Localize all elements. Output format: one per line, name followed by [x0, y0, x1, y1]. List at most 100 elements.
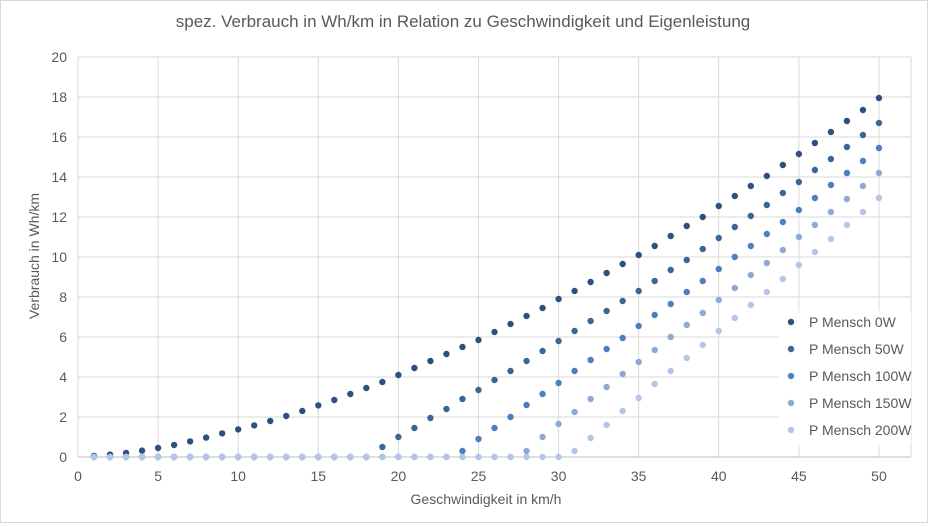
y-axis-title: Verbrauch in Wh/km — [26, 193, 42, 319]
series-2 — [90, 144, 883, 461]
data-point — [202, 434, 210, 441]
data-point — [667, 232, 674, 240]
legend-label: P Mensch 50W — [809, 341, 904, 357]
data-point — [843, 143, 851, 151]
data-point — [571, 367, 578, 375]
x-tick-label: 15 — [310, 468, 326, 484]
data-point — [619, 407, 626, 415]
data-point — [539, 390, 546, 398]
legend-marker — [787, 372, 795, 380]
data-point — [587, 395, 594, 403]
legend-item: P Mensch 200W — [787, 422, 912, 438]
data-point — [555, 420, 562, 428]
legend-item: P Mensch 50W — [787, 341, 904, 357]
y-tick-label: 2 — [59, 409, 67, 425]
data-point — [683, 222, 690, 230]
data-point — [491, 328, 498, 336]
y-tick-label: 20 — [51, 49, 67, 65]
data-point — [379, 453, 386, 461]
x-tick-label: 25 — [471, 468, 487, 484]
data-point — [843, 221, 851, 229]
data-point — [411, 424, 418, 432]
data-point — [619, 370, 626, 378]
x-tick-label: 45 — [791, 468, 807, 484]
data-point — [331, 453, 338, 461]
data-point — [811, 139, 819, 147]
data-point — [635, 358, 642, 366]
data-point — [315, 453, 322, 461]
x-tick-label: 0 — [74, 468, 82, 484]
data-point — [779, 246, 787, 254]
data-point — [507, 320, 514, 328]
data-point — [619, 260, 626, 268]
y-tick-label: 10 — [51, 249, 67, 265]
data-point — [395, 371, 402, 379]
data-point — [635, 394, 642, 402]
data-point — [170, 453, 178, 461]
data-point — [443, 453, 450, 461]
data-point — [683, 256, 690, 264]
data-point — [715, 327, 722, 335]
data-point — [795, 233, 803, 241]
legend-label: P Mensch 200W — [809, 422, 912, 438]
data-point — [299, 453, 306, 461]
data-point — [475, 453, 482, 461]
x-tick-label: 35 — [631, 468, 647, 484]
chart-title: spez. Verbrauch in Wh/km in Relation zu … — [176, 12, 751, 31]
data-point — [747, 301, 755, 309]
data-point — [267, 453, 274, 461]
data-point — [459, 343, 466, 351]
data-point — [363, 384, 370, 392]
legend-item: P Mensch 100W — [787, 368, 912, 384]
data-point — [411, 453, 418, 461]
data-point — [667, 367, 674, 375]
data-point — [843, 117, 851, 125]
data-point — [715, 296, 722, 304]
data-point — [395, 433, 402, 441]
data-point — [395, 453, 402, 461]
data-point — [875, 169, 883, 177]
data-point — [507, 367, 514, 375]
data-point — [251, 453, 258, 461]
data-point — [523, 401, 530, 409]
data-point — [523, 447, 530, 455]
data-point — [555, 379, 562, 387]
x-tick-label: 10 — [230, 468, 246, 484]
data-point — [731, 192, 738, 200]
data-point — [795, 178, 803, 186]
data-point — [603, 269, 610, 277]
legend-label: P Mensch 100W — [809, 368, 912, 384]
x-tick-label: 30 — [551, 468, 567, 484]
data-point — [475, 336, 482, 344]
data-point — [603, 345, 610, 353]
data-point — [795, 150, 803, 158]
tick-layer: 0 2 4 6 8 10 12 14 16 18 20 0 5 10 15 20 25 30 35 40 45 50 — [51, 49, 887, 484]
data-point — [571, 287, 578, 295]
data-point — [715, 234, 722, 242]
data-point — [811, 194, 819, 202]
data-point — [571, 327, 578, 335]
data-point — [827, 235, 835, 243]
data-point — [811, 166, 819, 174]
data-point — [651, 380, 658, 388]
y-tick-label: 6 — [59, 329, 67, 345]
data-point — [875, 94, 883, 102]
data-point — [587, 317, 594, 325]
data-point — [299, 407, 306, 415]
data-point — [667, 333, 674, 341]
data-point — [491, 453, 498, 461]
data-point — [459, 447, 466, 455]
data-point — [827, 128, 835, 136]
data-point — [763, 259, 771, 267]
data-point — [811, 221, 819, 229]
x-axis-title: Geschwindigkeit in km/h — [411, 491, 562, 507]
data-point — [555, 453, 562, 461]
data-point — [795, 206, 803, 214]
data-point — [186, 438, 194, 445]
data-point — [347, 453, 354, 461]
data-point — [347, 390, 354, 398]
data-point — [122, 453, 130, 461]
data-point — [379, 443, 386, 451]
data-point — [507, 413, 514, 421]
data-point — [427, 453, 434, 461]
